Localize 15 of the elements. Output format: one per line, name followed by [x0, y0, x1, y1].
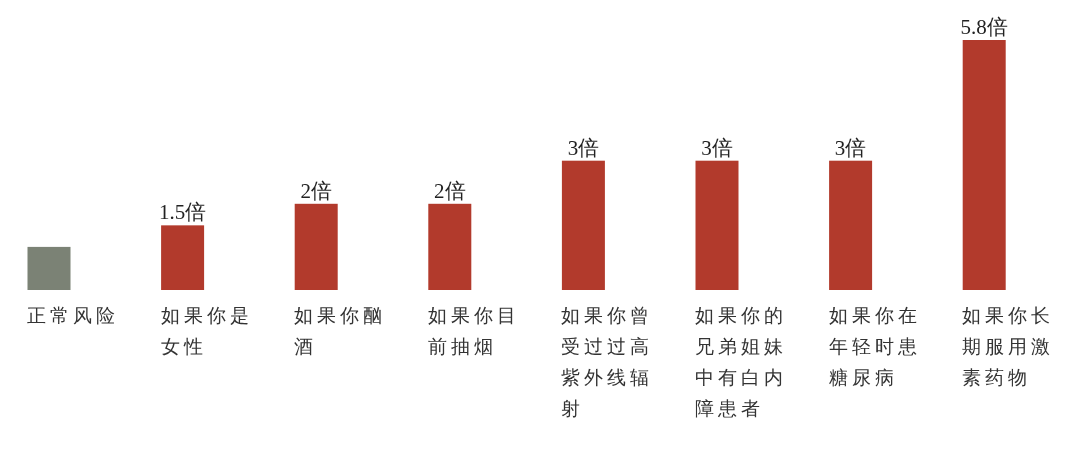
data-label: 3倍: [701, 135, 733, 160]
data-label: 1.5倍: [158, 200, 207, 225]
data-label: 2倍: [434, 178, 466, 203]
data-label: 3倍: [834, 135, 867, 160]
x-tick-label: 正常风险: [27, 304, 120, 328]
x-tick-label: 如果你曾受过过高紫外线辐射: [561, 304, 655, 421]
x-tick-label: 如果你是女性: [160, 304, 254, 359]
data-label: 3倍: [567, 135, 600, 160]
x-tick-label: 如果你目前抽烟: [427, 304, 521, 359]
x-tick-label: 如果你酗酒: [294, 304, 388, 359]
data-label: 2倍: [300, 178, 332, 203]
x-tick-label: 如果你的兄弟姐妹中有白内障患者: [695, 304, 788, 421]
x-tick-label: 如果你在年轻时患糖尿病: [828, 304, 922, 390]
x-tick-label: 如果你长期服用激素药物: [962, 304, 1056, 390]
data-label: 5.8倍: [960, 15, 1008, 39]
